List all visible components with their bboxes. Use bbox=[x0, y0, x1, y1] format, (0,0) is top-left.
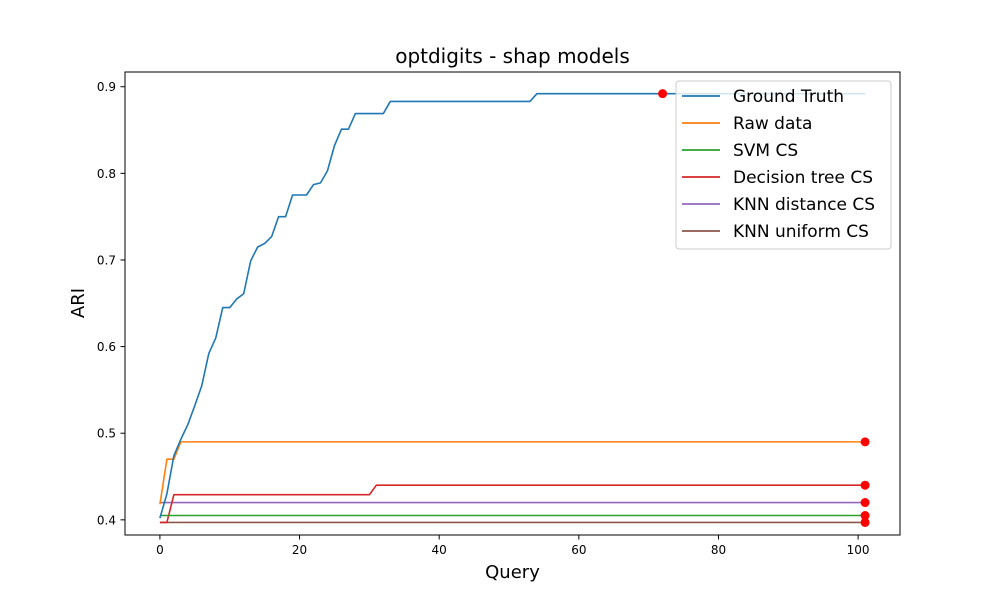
end-marker-2 bbox=[860, 437, 870, 447]
end-marker-6 bbox=[860, 517, 870, 527]
legend: Ground Truth Raw data SVM CS Decision tree … bbox=[675, 80, 892, 250]
legend-label-svm-cs: SVM CS bbox=[733, 141, 798, 161]
legend-label-raw-data: Raw data bbox=[733, 114, 812, 134]
y-tick-label: 0.9 bbox=[97, 80, 116, 94]
end-marker-1 bbox=[658, 89, 668, 99]
legend-label-ground-truth: Ground Truth bbox=[733, 87, 844, 107]
series-line-ground-truth bbox=[159, 92, 866, 519]
legend-label-decision-tree-cs: Decision tree CS bbox=[733, 168, 873, 188]
y-tick-label: 0.8 bbox=[97, 167, 116, 181]
x-tick-label: 40 bbox=[432, 543, 447, 557]
y-tick-label: 0.4 bbox=[97, 513, 116, 527]
legend-label-knn-distance-cs: KNN distance CS bbox=[733, 195, 875, 215]
end-marker-4 bbox=[860, 498, 870, 508]
y-axis-label: ARI bbox=[68, 288, 89, 318]
axes-frame bbox=[124, 71, 901, 536]
plot-area bbox=[159, 89, 870, 527]
y-tick-label: 0.6 bbox=[97, 340, 116, 354]
legend-label-knn-uniform-cs: KNN uniform CS bbox=[733, 222, 869, 242]
legend-box bbox=[675, 80, 892, 250]
y-tick-label: 0.7 bbox=[97, 253, 116, 267]
end-marker-5 bbox=[860, 511, 870, 521]
x-tick-label: 0 bbox=[156, 543, 164, 557]
x-tick-label: 60 bbox=[571, 543, 586, 557]
x-tick-label: 20 bbox=[292, 543, 307, 557]
series-line-decision-tree-cs bbox=[159, 484, 866, 524]
x-axis-label: Query bbox=[485, 562, 540, 583]
y-tick-label: 0.5 bbox=[97, 427, 116, 441]
end-marker-3 bbox=[860, 480, 870, 490]
x-tick-label: 100 bbox=[847, 543, 870, 557]
axes: 0 20 40 60 80 100 0.4 0.5 0.6 0.7 0.8 0.9 bbox=[97, 71, 901, 557]
x-tick-label: 80 bbox=[711, 543, 726, 557]
chart-title: optdigits - shap models bbox=[395, 44, 630, 68]
series-group bbox=[159, 92, 866, 524]
